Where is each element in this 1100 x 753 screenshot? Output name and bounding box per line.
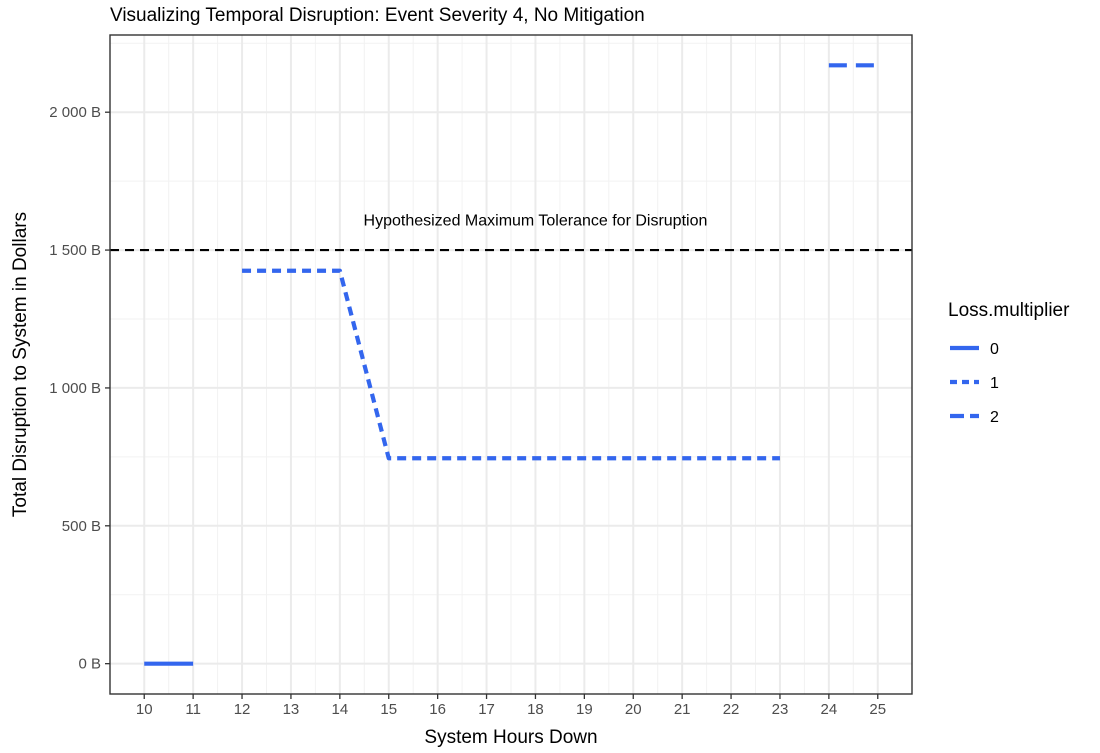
x-tick-label: 18 — [527, 701, 544, 718]
x-tick-label: 23 — [772, 701, 789, 718]
x-tick-label: 17 — [478, 701, 495, 718]
y-tick-label: 0 B — [78, 656, 101, 673]
legend-label-2: 2 — [990, 409, 999, 426]
x-tick-label: 12 — [234, 701, 251, 718]
series-line-1 — [242, 268, 780, 461]
x-tick-label: 15 — [380, 701, 397, 718]
x-tick-label: 14 — [331, 701, 348, 718]
legend-title: Loss.multiplier — [948, 300, 1070, 321]
x-tick-label: 25 — [869, 701, 886, 718]
y-axis-title: Total Disruption to System in Dollars — [10, 212, 31, 517]
x-tick-label: 20 — [625, 701, 642, 718]
x-axis-title: System Hours Down — [424, 727, 597, 748]
x-tick-label: 22 — [723, 701, 740, 718]
plot-border — [109, 34, 913, 695]
x-tick-label: 21 — [674, 701, 691, 718]
y-tick-label: 1 000 B — [49, 380, 101, 397]
legend: Loss.multiplier 0 1 2 — [948, 300, 1070, 426]
chart-title: Visualizing Temporal Disruption: Event S… — [110, 5, 645, 26]
y-tick-label: 2 000 B — [49, 104, 101, 121]
x-tick-label: 11 — [185, 701, 201, 718]
x-tick-label: 10 — [136, 701, 153, 718]
plot-area: Hypothesized Maximum Tolerance for Disru… — [110, 35, 912, 694]
legend-label-1: 1 — [990, 375, 999, 392]
y-tick-label: 1 500 B — [49, 242, 101, 259]
x-tick-label: 24 — [821, 701, 838, 718]
legend-label-0: 0 — [990, 341, 999, 358]
y-tick-label: 500 B — [62, 518, 101, 535]
x-tick-label: 19 — [576, 701, 593, 718]
tolerance-annotation: Hypothesized Maximum Tolerance for Disru… — [364, 212, 708, 229]
x-tick-label: 13 — [283, 701, 300, 718]
axes: 10 11 12 13 14 15 16 17 18 19 20 21 22 23 24 25 0 B 500 B… — [49, 34, 913, 718]
x-tick-label: 16 — [429, 701, 446, 718]
